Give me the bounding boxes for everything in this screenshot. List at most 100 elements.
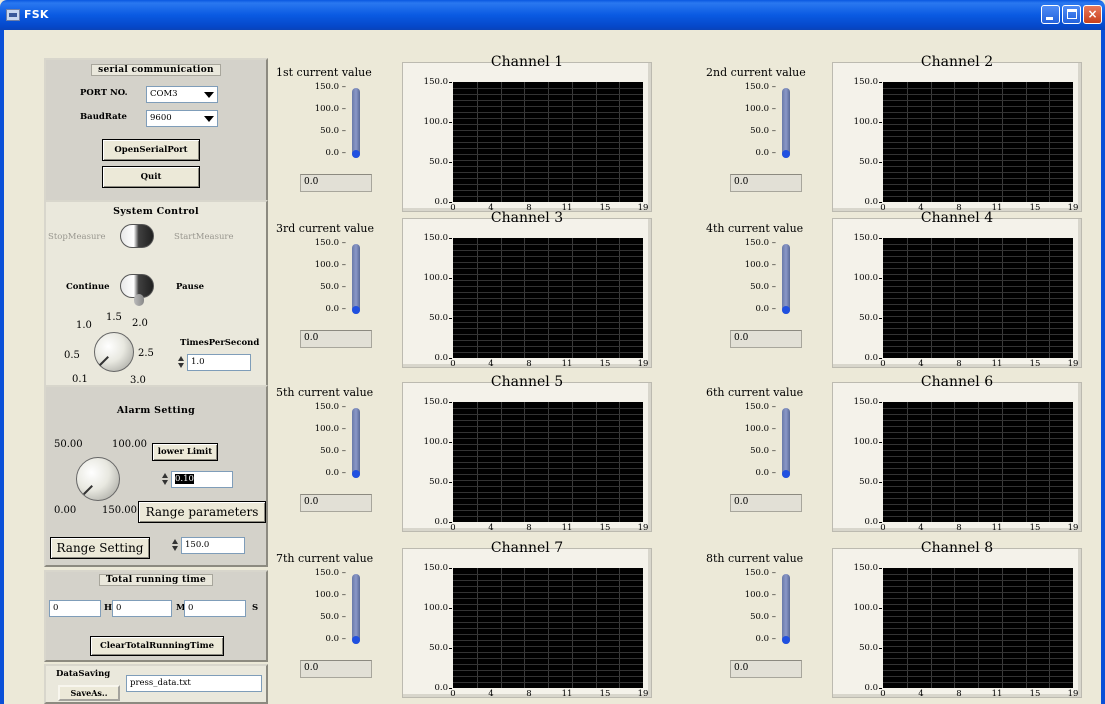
current-value-label-8: 8th current value — [706, 552, 804, 565]
y-tick-label: 150.0 — [423, 77, 448, 87]
y-tick-label: 150.0 — [853, 563, 878, 573]
grid-line — [883, 646, 1073, 647]
save-as-button[interactable]: SaveAs.. — [58, 685, 120, 701]
hours-field[interactable]: 0 — [49, 600, 101, 617]
grid-line — [453, 420, 643, 421]
tank-tick-label: 50.0 – — [320, 282, 346, 292]
y-tick-label: 100.0 — [423, 117, 448, 127]
tank-fill — [352, 150, 360, 158]
grid-line — [883, 256, 1073, 257]
grid-line — [453, 652, 643, 653]
y-tick-mark — [449, 318, 452, 319]
tank-fill — [352, 306, 360, 314]
current-value-display-3: 0.0 — [300, 330, 372, 348]
grid-line — [453, 432, 643, 433]
current-value-label-7: 7th current value — [276, 552, 374, 565]
grid-line — [883, 498, 1073, 499]
x-tick-label: 4 — [918, 203, 924, 213]
range-parameters-button[interactable]: Range parameters — [138, 501, 266, 523]
current-value-label-4: 4th current value — [706, 222, 804, 235]
range-value-input[interactable]: 150.0 — [172, 537, 250, 554]
times-per-second-input[interactable]: 1.0 — [178, 354, 256, 371]
grid-line — [883, 322, 1073, 323]
y-tick-label: 50.0 — [859, 157, 878, 167]
x-tick-label: 19 — [637, 203, 649, 213]
grid-line — [453, 148, 643, 149]
range-setting-button[interactable]: Range Setting — [50, 537, 150, 559]
spin-arrows-icon[interactable] — [172, 539, 179, 552]
times-per-second-label: TimesPerSecond — [180, 338, 260, 348]
x-tick-label: 0 — [880, 203, 886, 213]
channel-group-4: 4th current value 150.0 –100.0 –50.0 –0.0… — [700, 208, 1105, 369]
tank-tick-label: 150.0 – — [314, 238, 346, 248]
tank-fill — [782, 150, 790, 158]
hours-unit: H — [104, 603, 113, 613]
baud-label: BaudRate — [80, 112, 127, 122]
grid-line — [453, 298, 643, 299]
tank-tick-label: 0.0 – — [325, 304, 346, 314]
grid-line — [883, 310, 1073, 311]
clear-running-time-button[interactable]: ClearTotalRunningTime — [90, 636, 224, 656]
y-tick-mark — [449, 568, 452, 569]
maximize-button[interactable] — [1062, 5, 1081, 24]
grid-line — [883, 426, 1073, 427]
y-tick-label: 100.0 — [423, 603, 448, 613]
y-tick-mark — [879, 688, 882, 689]
lower-limit-value: 0.10 — [175, 474, 194, 484]
title-bar[interactable]: FSK × — [0, 0, 1105, 30]
grid-line — [883, 178, 1073, 179]
baud-value: 9600 — [150, 113, 172, 123]
speed-knob[interactable] — [94, 332, 134, 372]
chart-title-4: Channel 4 — [920, 210, 994, 226]
lower-limit-button[interactable]: lower Limit — [152, 443, 218, 461]
baud-select[interactable]: 9600 — [146, 110, 218, 127]
port-select[interactable]: COM3 — [146, 86, 218, 103]
range-value: 150.0 — [181, 537, 245, 554]
quit-button[interactable]: Quit — [102, 166, 200, 188]
grid-line — [883, 462, 1073, 463]
seconds-field[interactable]: 0 — [184, 600, 246, 617]
y-tick-mark — [449, 278, 452, 279]
running-time-panel: Total running time 0 H 0 M 0 S ClearTota… — [44, 570, 268, 662]
y-tick-label: 150.0 — [853, 77, 878, 87]
measure-toggle[interactable] — [120, 224, 154, 248]
grid-line — [453, 274, 643, 275]
y-tick-label: 150.0 — [423, 563, 448, 573]
x-tick-label: 19 — [1067, 203, 1079, 213]
chart-title-2: Channel 2 — [920, 54, 994, 70]
x-tick-label: 11 — [991, 689, 1003, 699]
plot-area-2 — [883, 82, 1073, 202]
grid-line — [883, 328, 1073, 329]
x-tick-label: 19 — [1067, 523, 1079, 533]
grid-line — [883, 604, 1073, 605]
x-tick-label: 4 — [918, 523, 924, 533]
grid-line — [883, 432, 1073, 433]
grid-line — [453, 586, 643, 587]
grid-line — [453, 414, 643, 415]
tank-tick-label: 150.0 – — [744, 82, 776, 92]
tank-tick-label: 150.0 – — [744, 402, 776, 412]
grid-line — [453, 304, 643, 305]
y-tick-mark — [449, 238, 452, 239]
grid-line — [453, 486, 643, 487]
tank-tick-label: 50.0 – — [750, 126, 776, 136]
close-button[interactable]: × — [1083, 5, 1102, 24]
continue-pause-toggle[interactable] — [120, 274, 154, 306]
spin-arrows-icon[interactable] — [162, 473, 169, 486]
filename-field[interactable]: press_data.txt — [126, 675, 262, 692]
y-tick-label: 50.0 — [429, 477, 448, 487]
alarm-knob[interactable] — [76, 457, 120, 501]
alarm-panel-title: Alarm Setting — [116, 405, 196, 416]
maximize-icon — [1067, 9, 1077, 19]
y-tick-mark — [449, 358, 452, 359]
x-tick-label: 0 — [450, 689, 456, 699]
minimize-button[interactable] — [1041, 5, 1060, 24]
serial-panel-title: serial communication — [91, 64, 221, 76]
app-icon — [6, 9, 20, 21]
spin-arrows-icon[interactable] — [178, 356, 185, 369]
grid-line — [453, 504, 643, 505]
current-value-display-7: 0.0 — [300, 660, 372, 678]
lower-limit-input[interactable]: 0.10 — [162, 471, 238, 488]
open-serial-port-button[interactable]: OpenSerialPort — [102, 139, 200, 161]
minutes-field[interactable]: 0 — [112, 600, 172, 617]
